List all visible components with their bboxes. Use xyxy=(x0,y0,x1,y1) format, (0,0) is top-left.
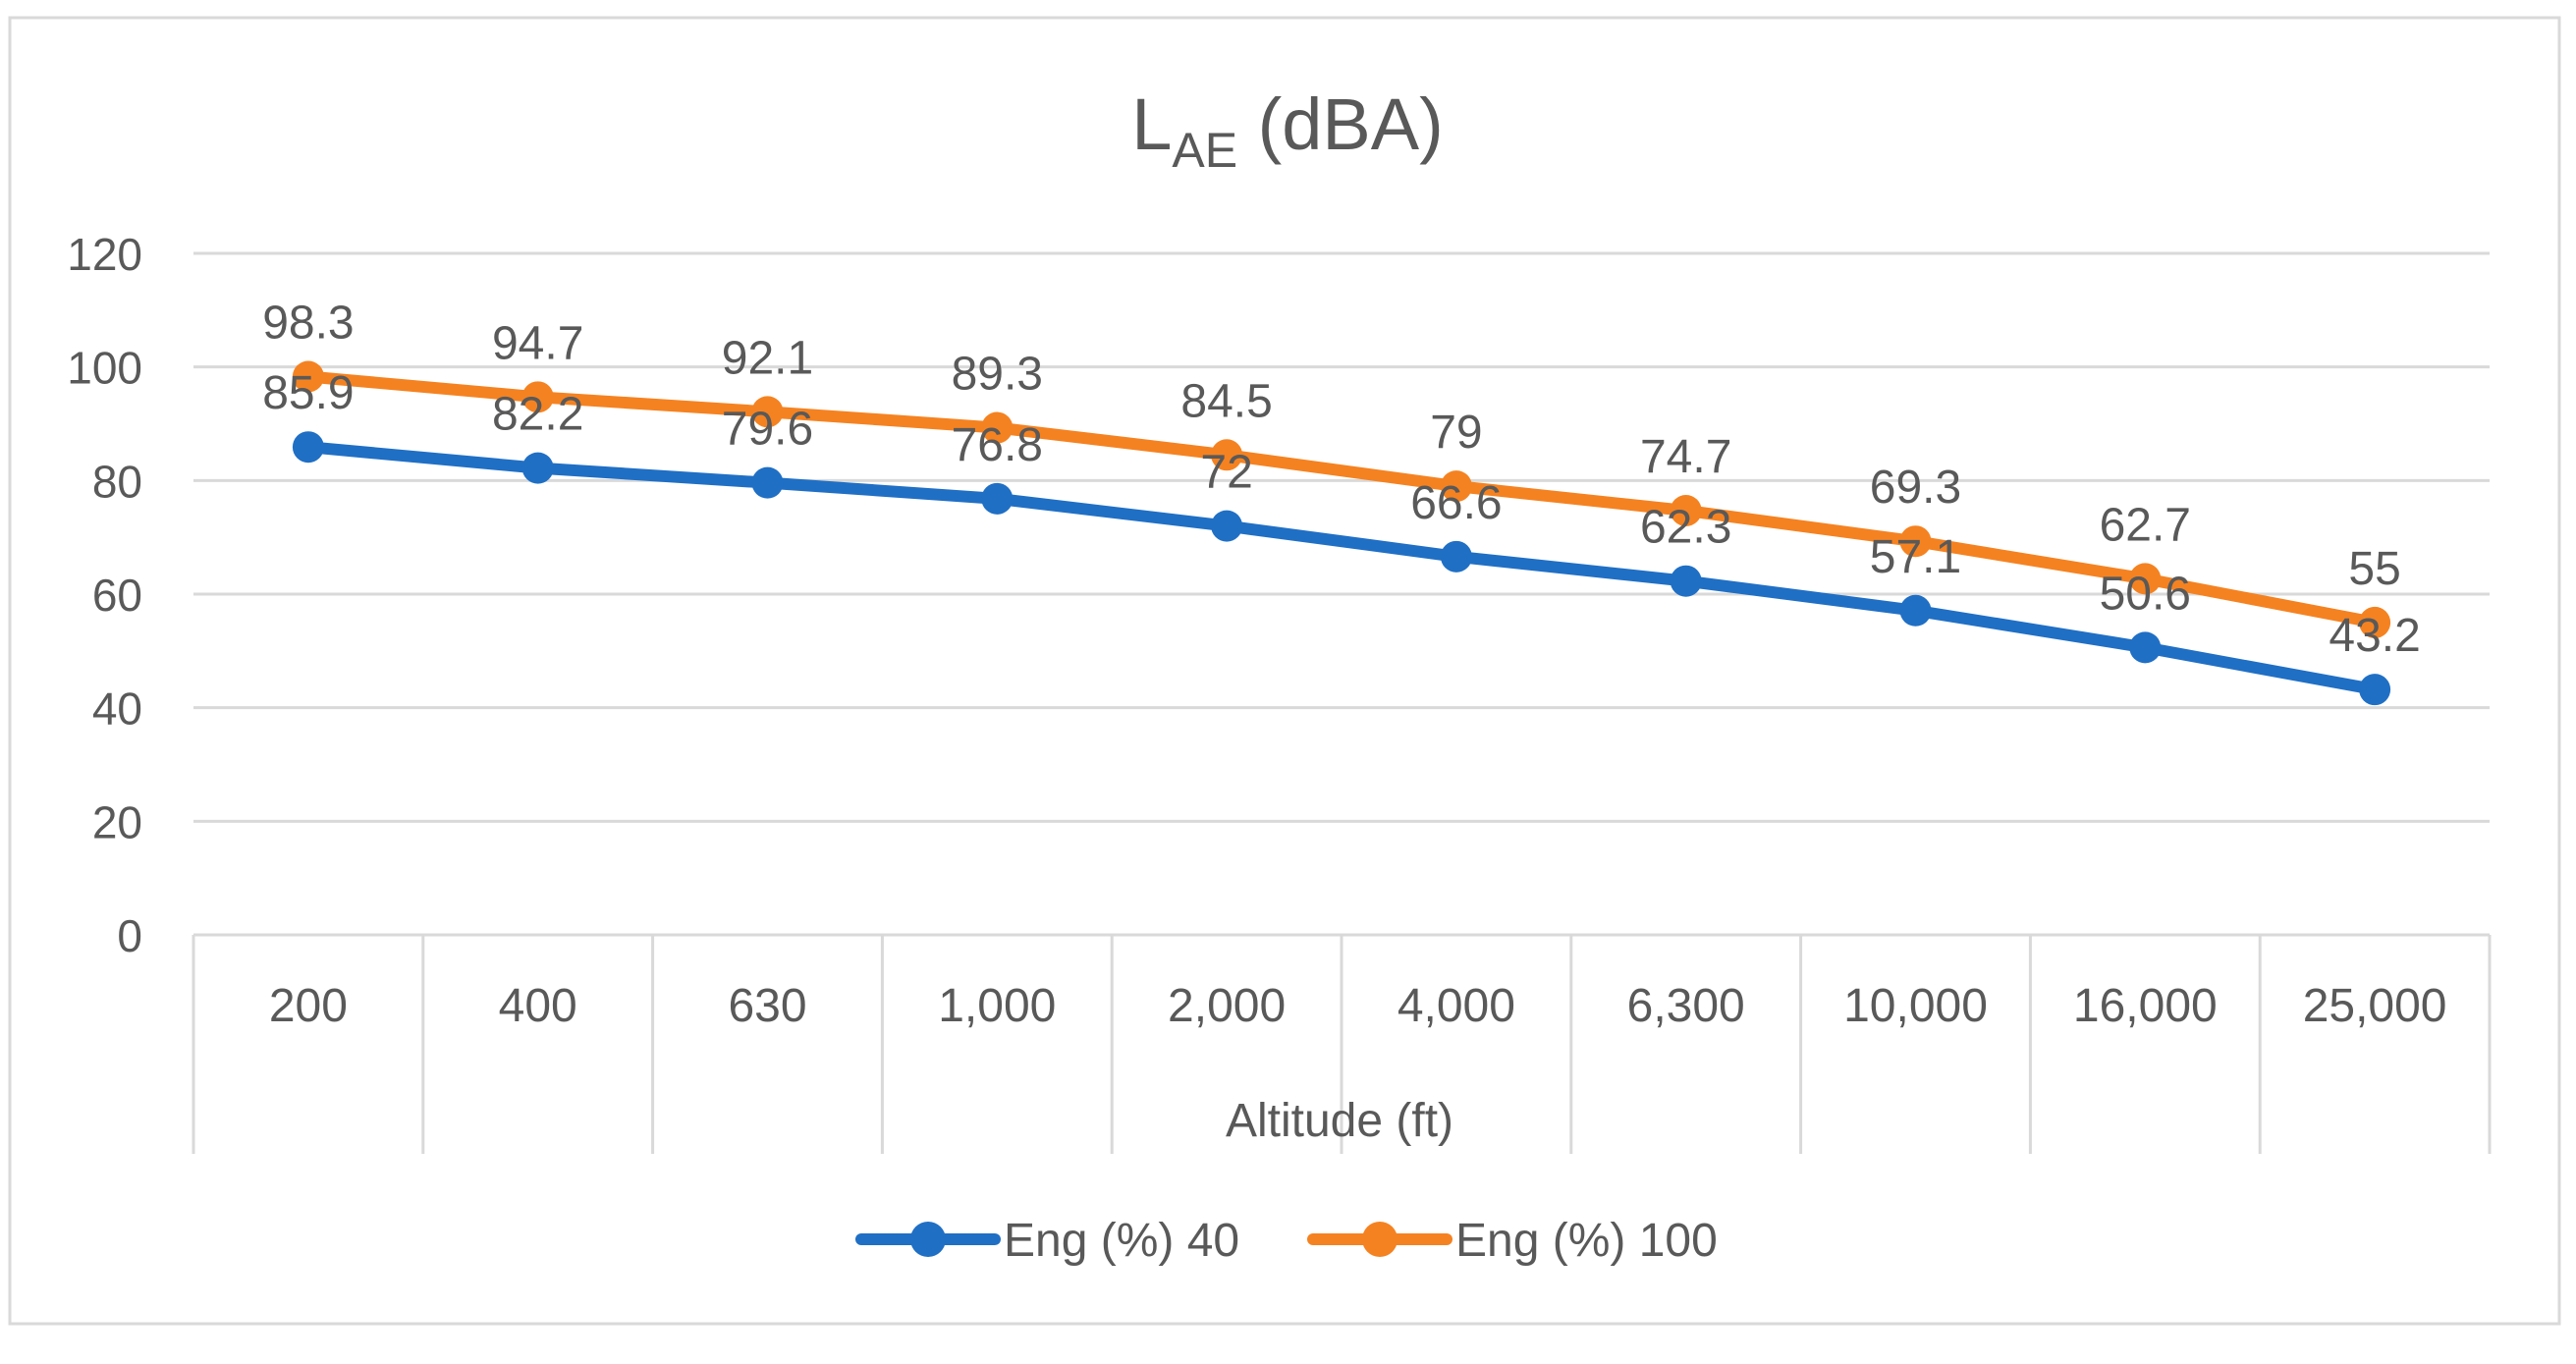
data-point-eng-40-4[interactable] xyxy=(1211,510,1243,542)
data-point-eng-40-2[interactable] xyxy=(751,466,784,499)
legend-label-eng-40: Eng (%) 40 xyxy=(1004,1215,1239,1267)
chart-title: LAE (dBA) xyxy=(1131,83,1444,178)
chart-title-rest: (dBA) xyxy=(1237,83,1444,165)
data-point-eng-40-8[interactable] xyxy=(2129,631,2162,664)
chart-border xyxy=(8,16,2561,1326)
data-point-eng-100-1[interactable] xyxy=(521,381,554,413)
data-point-eng-40-0[interactable] xyxy=(292,431,324,464)
data-labels: 85.9 82.2 79.6 76.8 72 66.6 62.3 57.1 50.6 43.2 98… xyxy=(262,297,2421,662)
data-label-eng-40-1: 82.2 xyxy=(492,389,583,441)
y-tick-label-40: 40 xyxy=(92,683,142,735)
data-label-eng-40-8: 50.6 xyxy=(2100,568,2191,620)
x-tick-label-6300: 6,300 xyxy=(1627,980,1745,1032)
data-point-eng-40-3[interactable] xyxy=(981,482,1014,515)
y-tick-label-100: 100 xyxy=(67,343,142,394)
data-label-eng-100-8: 62.7 xyxy=(2100,499,2191,551)
data-point-eng-100-4[interactable] xyxy=(1211,439,1243,471)
x-tick-label-200: 200 xyxy=(269,980,348,1032)
chart-title-sub: AE xyxy=(1172,123,1237,178)
x-tick-label-16000: 16,000 xyxy=(2073,980,2218,1032)
y-tick-label-120: 120 xyxy=(67,229,142,280)
data-label-eng-100-9: 55 xyxy=(2348,543,2400,595)
data-point-eng-100-2[interactable] xyxy=(751,396,784,428)
data-point-eng-40-9[interactable] xyxy=(2359,674,2391,706)
legend-item-eng-40[interactable]: Eng (%) 40 xyxy=(855,1215,1239,1267)
data-label-eng-40-9: 43.2 xyxy=(2329,610,2420,662)
data-label-eng-100-5: 79 xyxy=(1430,407,1482,459)
data-point-eng-100-0[interactable] xyxy=(292,360,324,393)
data-label-eng-100-2: 92.1 xyxy=(722,332,813,384)
y-axis-ticks: 0 20 40 60 80 100 120 xyxy=(67,229,142,961)
data-point-eng-40-6[interactable] xyxy=(1670,565,1702,597)
series-line-eng-100 xyxy=(301,370,2382,628)
y-tick-label-0: 0 xyxy=(117,910,142,961)
data-label-eng-100-6: 74.7 xyxy=(1640,431,1731,483)
y-tick-label-60: 60 xyxy=(92,570,142,621)
y-tick-label-80: 80 xyxy=(92,456,142,507)
data-label-eng-100-4: 84.5 xyxy=(1180,375,1272,427)
series-layer xyxy=(292,360,2391,706)
data-label-eng-40-2: 79.6 xyxy=(722,404,813,456)
legend-marker-eng-100 xyxy=(1362,1222,1398,1257)
x-tick-label-400: 400 xyxy=(499,980,577,1032)
data-point-eng-40-5[interactable] xyxy=(1440,540,1472,573)
x-tick-label-1000: 1,000 xyxy=(938,980,1056,1032)
legend-label-eng-100: Eng (%) 100 xyxy=(1455,1215,1718,1267)
x-tick-label-25000: 25,000 xyxy=(2303,980,2447,1032)
x-axis: 200 400 630 1,000 2,000 4,000 6,300 10,000 16,00… xyxy=(192,933,2492,1154)
data-label-eng-40-7: 57.1 xyxy=(1870,531,1961,583)
data-label-eng-100-0: 98.3 xyxy=(262,297,354,349)
data-label-eng-40-4: 72 xyxy=(1200,447,1252,499)
data-label-eng-100-3: 89.3 xyxy=(952,349,1043,401)
data-point-eng-40-1[interactable] xyxy=(521,452,554,484)
legend: Eng (%) 40 Eng (%) 100 xyxy=(855,1215,1718,1267)
grid-layer xyxy=(193,251,2490,823)
data-point-eng-100-8[interactable] xyxy=(2129,563,2162,595)
data-label-eng-40-0: 85.9 xyxy=(262,367,354,419)
chart-title-main: L xyxy=(1131,83,1172,165)
data-point-eng-100-5[interactable] xyxy=(1440,470,1472,503)
data-label-eng-40-3: 76.8 xyxy=(952,419,1043,471)
legend-item-eng-100[interactable]: Eng (%) 100 xyxy=(1307,1215,1718,1267)
series-line-eng-40 xyxy=(301,441,2382,696)
legend-marker-eng-40 xyxy=(910,1222,946,1257)
x-tick-label-630: 630 xyxy=(728,980,806,1032)
data-label-eng-40-5: 66.6 xyxy=(1410,477,1502,529)
y-tick-label-20: 20 xyxy=(92,796,142,847)
data-label-eng-100-1: 94.7 xyxy=(492,317,583,369)
x-tick-label-10000: 10,000 xyxy=(1843,980,1988,1032)
data-point-eng-40-7[interactable] xyxy=(1899,594,1932,627)
x-tick-label-4000: 4,000 xyxy=(1398,980,1515,1032)
x-tick-label-2000: 2,000 xyxy=(1168,980,1286,1032)
data-label-eng-100-7: 69.3 xyxy=(1870,462,1961,514)
data-label-eng-40-6: 62.3 xyxy=(1640,502,1731,554)
data-point-eng-100-6[interactable] xyxy=(1670,494,1702,526)
data-point-eng-100-3[interactable] xyxy=(981,411,1014,444)
data-point-eng-100-9[interactable] xyxy=(2359,606,2391,638)
data-point-eng-100-7[interactable] xyxy=(1899,525,1932,558)
x-axis-title: Altitude (ft) xyxy=(1226,1095,1453,1147)
